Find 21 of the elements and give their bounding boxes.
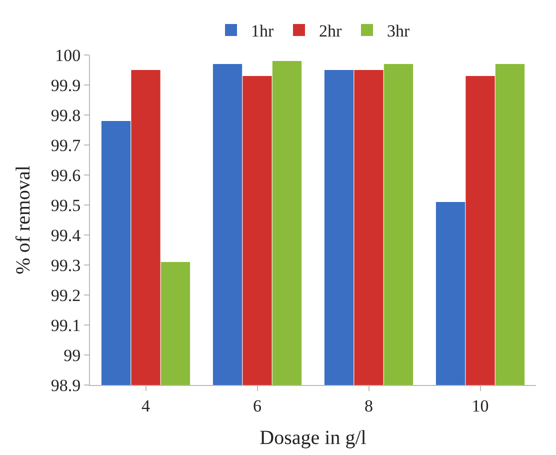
y-tick-label: 99.4: [50, 226, 82, 245]
y-tick-label: 99.9: [50, 76, 81, 95]
y-axis-title: % of removal: [12, 165, 34, 274]
y-tick-label: 99.6: [50, 166, 81, 185]
y-tick-label: 99.3: [50, 256, 81, 275]
y-tick-label: 98.9: [50, 376, 81, 395]
y-tick-label: 99: [64, 346, 81, 365]
legend-label: 1hr: [251, 22, 274, 41]
y-tick-label: 99.2: [50, 286, 81, 305]
y-tick-label: 99.7: [50, 136, 82, 155]
legend-label: 3hr: [387, 22, 410, 41]
x-axis-title: Dosage in g/l: [260, 426, 367, 449]
x-tick-label: 8: [364, 396, 373, 416]
y-tick-label: 99.1: [50, 316, 81, 335]
x-tick-label: 10: [472, 396, 489, 416]
y-tick-label: 99.8: [50, 106, 81, 125]
x-tick-label: 4: [142, 396, 150, 416]
y-tick-label: 100: [55, 46, 81, 65]
x-tick-label: 6: [253, 396, 262, 416]
y-tick-label: 99.5: [50, 196, 81, 215]
legend-label: 2hr: [319, 22, 342, 41]
